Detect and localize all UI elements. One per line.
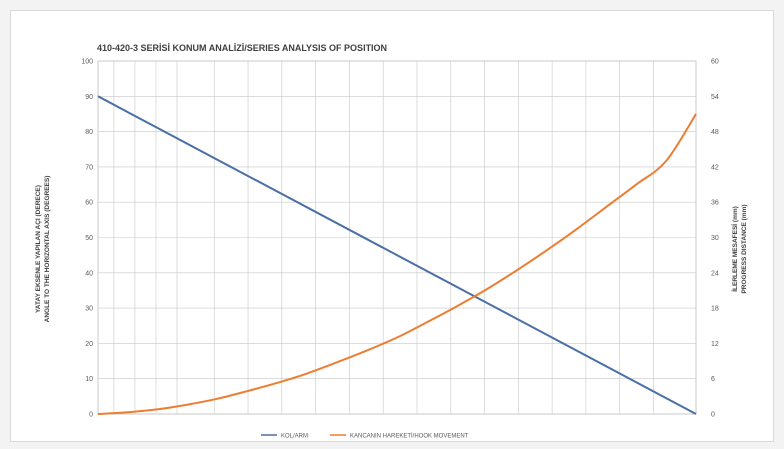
left-axis-title: YATAY EKSENLE YAPILAN AÇI (DERECE) ANGLE… — [35, 176, 51, 323]
left-tick-label: 100 — [81, 59, 93, 66]
grid — [97, 60, 697, 415]
left-axis-title-line1: YATAY EKSENLE YAPILAN AÇI (DERECE) — [35, 185, 42, 313]
left-tick-label: 40 — [85, 270, 93, 277]
position-analysis-chart: 410-420-3 SERİSİ KONUM ANALİZİ/SERIES AN… — [35, 43, 748, 440]
series-line-arm — [97, 95, 697, 415]
right-tick-label: 24 — [711, 270, 719, 277]
right-axis-title-line1: İLERLEME MESAFESİ (mm) — [731, 206, 739, 292]
left-tick-label: 90 — [85, 94, 93, 101]
left-tick-label: 50 — [85, 235, 93, 242]
legend-label-arm: KOL/ARM — [281, 434, 308, 440]
left-tick-label: 20 — [85, 341, 93, 348]
right-tick-label: 12 — [711, 341, 719, 348]
left-tick-label: 80 — [85, 129, 93, 136]
right-tick-label: 36 — [711, 200, 719, 207]
right-tick-label: 30 — [711, 235, 719, 242]
right-tick-label: 6 — [711, 376, 715, 383]
chart-card: 410-420-3 SERİSİ KONUM ANALİZİ/SERIES AN… — [10, 10, 774, 442]
left-axis-title-line2: ANGLE TO THE HORIZONTAL AXIS (DEGREES) — [44, 176, 51, 323]
left-axis-ticks: 0 10 20 30 40 50 60 70 80 90 100 — [81, 59, 93, 419]
right-tick-label: 48 — [711, 129, 719, 136]
right-tick-label: 60 — [711, 59, 719, 66]
series-line-hook-movement — [97, 113, 697, 415]
right-tick-label: 42 — [711, 164, 719, 171]
left-tick-label: 70 — [85, 164, 93, 171]
chart-title: 410-420-3 SERİSİ KONUM ANALİZİ/SERIES AN… — [97, 43, 387, 53]
right-tick-label: 54 — [711, 94, 719, 101]
right-tick-label: 0 — [711, 412, 715, 419]
legend-label-hook: KANCANIN HAREKETİ/HOOK MOVEMENT — [350, 433, 469, 440]
right-axis-title: İLERLEME MESAFESİ (mm) PROGRESS DISTANCE… — [731, 204, 748, 293]
left-tick-label: 30 — [85, 306, 93, 313]
right-axis-title-line2: PROGRESS DISTANCE (mm) — [741, 204, 748, 293]
right-axis-ticks: 0 6 12 18 24 30 36 42 48 54 60 — [711, 59, 719, 419]
legend: KOL/ARM KANCANIN HAREKETİ/HOOK MOVEMENT — [261, 433, 469, 440]
series-layer — [97, 95, 697, 415]
left-tick-label: 0 — [89, 412, 93, 419]
right-tick-label: 18 — [711, 306, 719, 313]
left-tick-label: 10 — [85, 376, 93, 383]
left-tick-label: 60 — [85, 200, 93, 207]
